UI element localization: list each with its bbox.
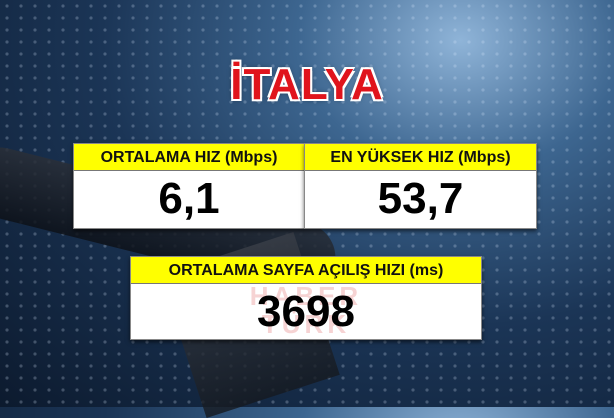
stat-label: ORTALAMA HIZ (Mbps) (74, 144, 304, 171)
stat-value: 6,1 (158, 174, 220, 223)
watermark-logo: HABER TÜRK (249, 281, 363, 339)
stat-page-load-time: ORTALAMA SAYFA AÇILIŞ HIZI (ms) HABER TÜR… (130, 256, 482, 340)
stat-value: 53,7 (377, 174, 464, 223)
stat-label: EN YÜKSEK HIZ (Mbps) (305, 144, 536, 171)
stat-value: 3698 (257, 287, 355, 336)
country-title: İTALYA (230, 60, 384, 109)
stat-value-wrap: HABER TÜRK 3698 (131, 281, 481, 340)
stat-average-speed: ORTALAMA HIZ (Mbps) 6,1 (73, 143, 305, 229)
stat-peak-speed: EN YÜKSEK HIZ (Mbps) 53,7 (304, 143, 537, 229)
stat-label: ORTALAMA SAYFA AÇILIŞ HIZI (ms) (131, 257, 481, 284)
